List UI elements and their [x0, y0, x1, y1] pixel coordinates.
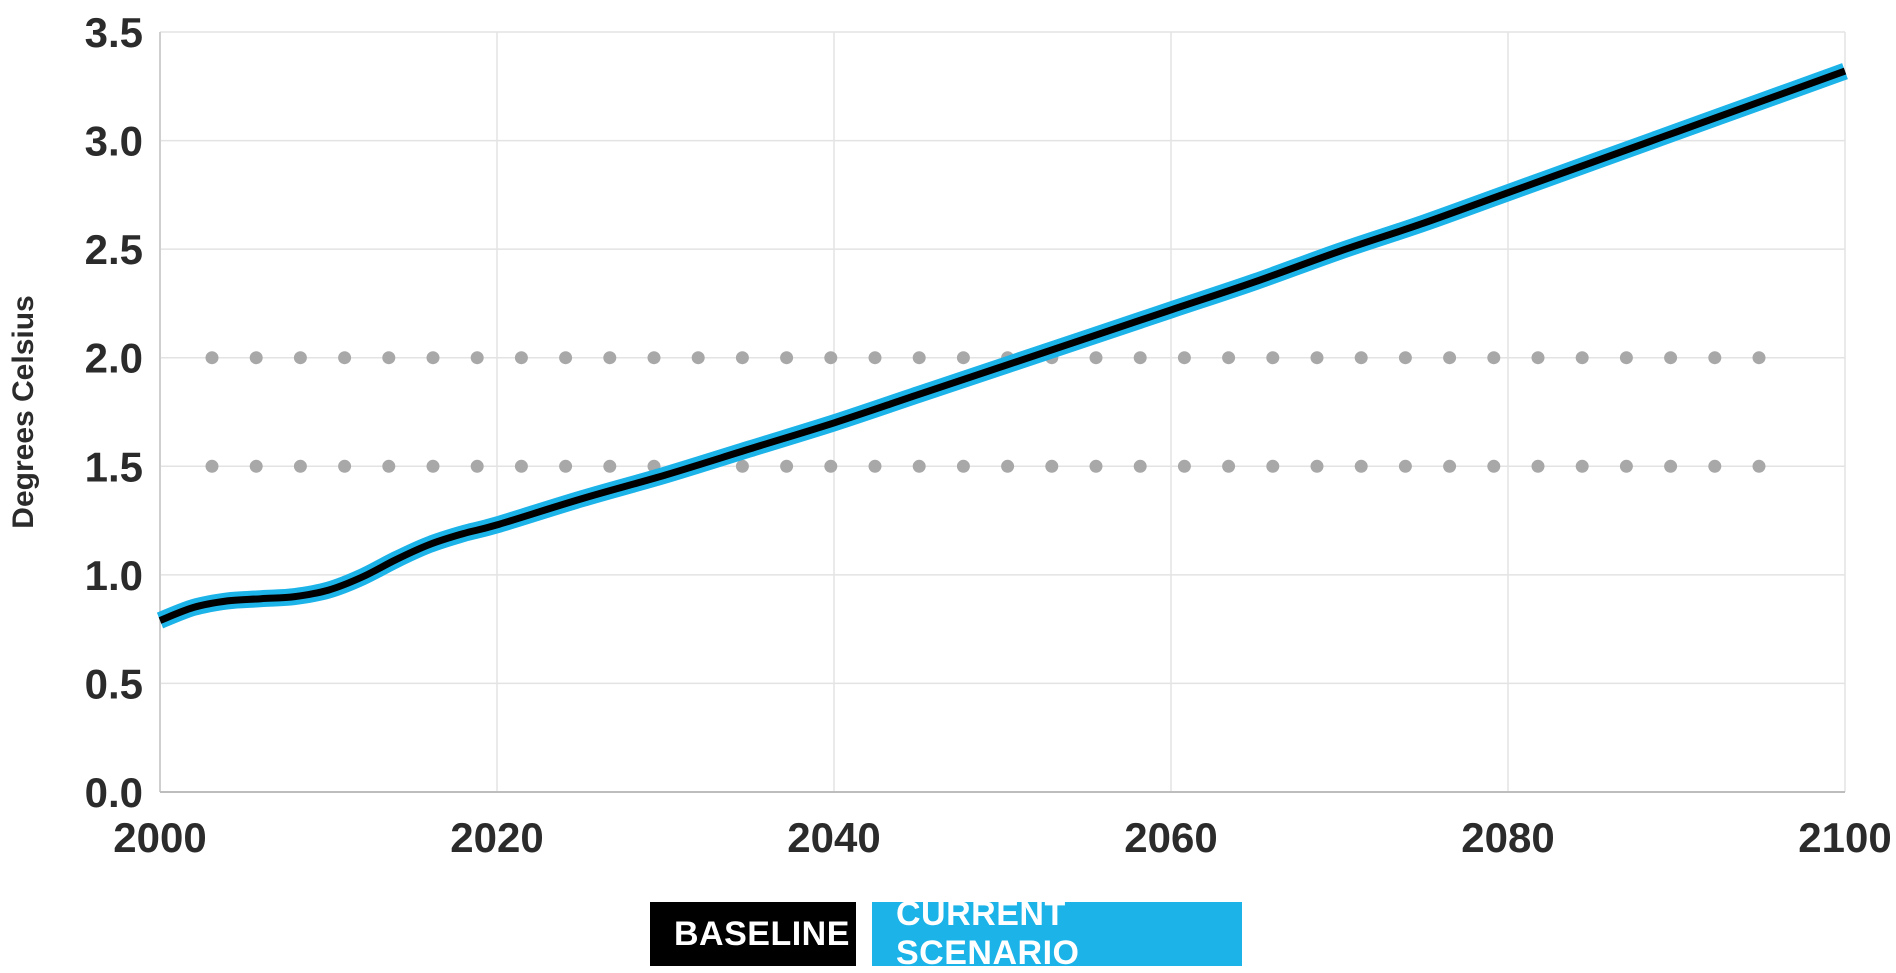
temperature-chart: 0.0 0.5 1.0 1.5 2.0 2.5 3.0 3.5 2000 2020 2040 206… — [7, 9, 1892, 861]
legend-item-baseline[interactable]: BASELINE — [650, 902, 856, 966]
grid — [159, 31, 1846, 793]
x-tick-label-2060: 2060 — [1124, 814, 1217, 861]
x-tick-label-2080: 2080 — [1461, 814, 1554, 861]
legend: BASELINE CURRENT SCENARIO — [650, 895, 1242, 972]
y-tick-labels: 0.0 0.5 1.0 1.5 2.0 2.5 3.0 3.5 — [85, 9, 143, 816]
y-tick-label-2.5: 2.5 — [85, 226, 143, 273]
x-tick-label-2000: 2000 — [113, 814, 206, 861]
x-tick-labels: 2000 2020 2040 2060 2080 2100 — [113, 814, 1891, 861]
legend-item-current-scenario[interactable]: CURRENT SCENARIO — [872, 895, 1242, 972]
series-line-current-scenario — [156, 63, 1848, 629]
y-axis-label: Degrees Celsius — [7, 295, 40, 528]
y-tick-label-3.0: 3.0 — [85, 118, 143, 165]
x-tick-label-2020: 2020 — [450, 814, 543, 861]
y-tick-label-1.0: 1.0 — [85, 552, 143, 599]
series-lines — [156, 63, 1848, 629]
x-tick-label-2100: 2100 — [1798, 814, 1891, 861]
y-tick-label-3.5: 3.5 — [85, 9, 143, 56]
y-tick-label-0.5: 0.5 — [85, 660, 143, 707]
reference-lines — [205, 351, 1810, 473]
series-line-baseline — [158, 67, 1847, 624]
y-tick-label-2.0: 2.0 — [85, 335, 143, 382]
x-tick-label-2040: 2040 — [787, 814, 880, 861]
y-tick-label-0.0: 0.0 — [85, 769, 143, 816]
y-tick-label-1.5: 1.5 — [85, 443, 143, 490]
axes — [159, 32, 1845, 793]
